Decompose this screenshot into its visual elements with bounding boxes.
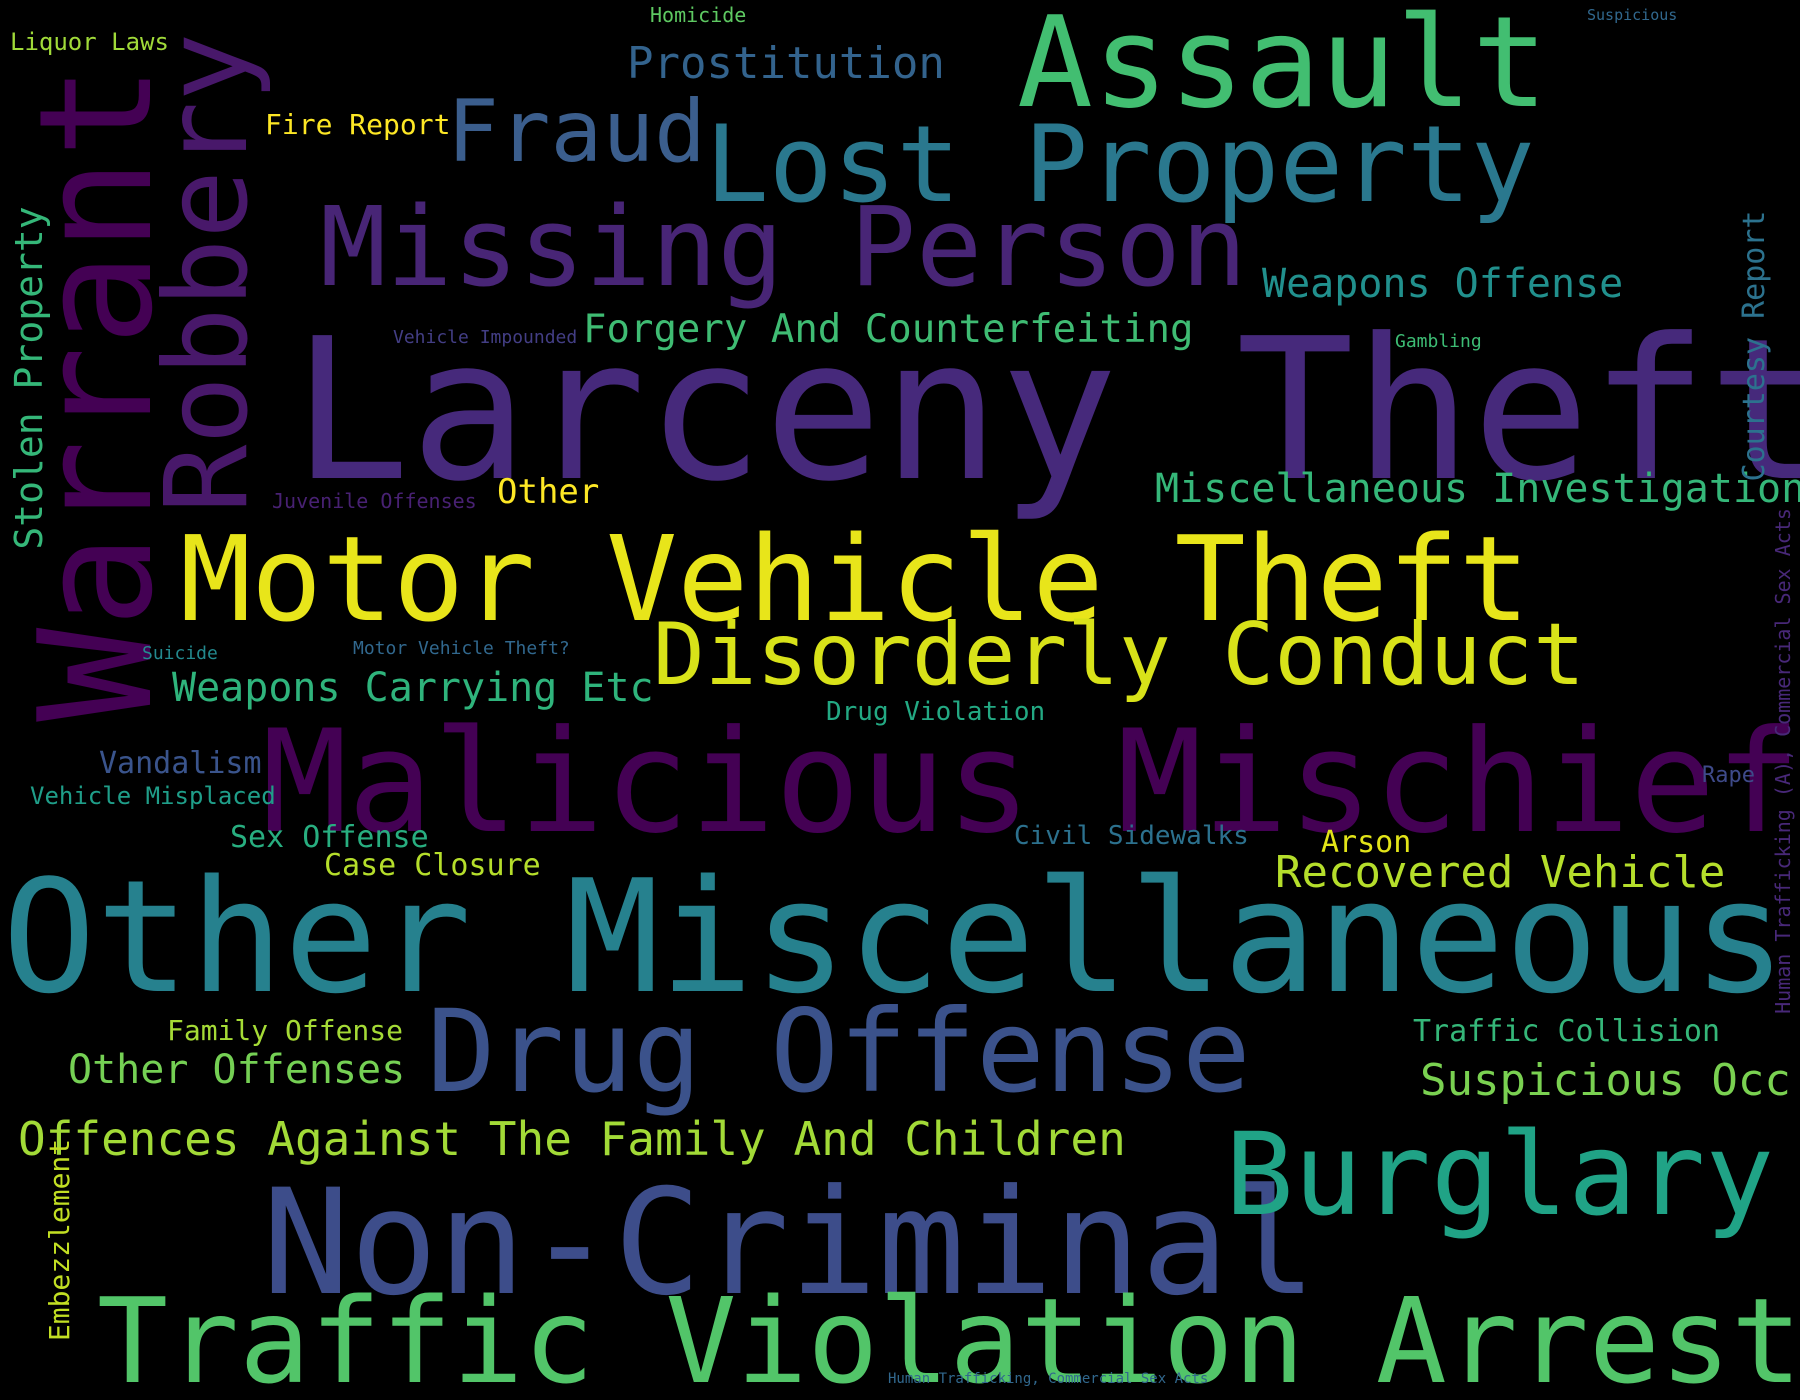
word-motor-vehicle-theft: Motor Vehicle Theft [180, 510, 1530, 648]
word-weapons-carrying-etc: Weapons Carrying Etc [172, 665, 654, 711]
word-missing-person: Missing Person [320, 183, 1248, 311]
word-other: Other [497, 472, 600, 512]
word-civil-sidewalks: Civil Sidewalks [1014, 821, 1249, 851]
word-vehicle-misplaced: Vehicle Misplaced [30, 782, 276, 810]
word-forgery-and-counterfeiting: Forgery And Counterfeiting [583, 307, 1194, 352]
word-homicide: Homicide [650, 3, 747, 27]
word-traffic-collision: Traffic Collision [1413, 1014, 1721, 1049]
word-arson: Arson [1321, 825, 1412, 860]
word-prostitution: Prostitution [627, 38, 945, 89]
word-lost-property: Lost Property [705, 103, 1535, 226]
word-non-criminal: Non-Criminal [262, 1158, 1317, 1328]
word-family-offense: Family Offense [167, 1014, 404, 1047]
word-malicious-mischief: Malicious Mischief [262, 700, 1800, 865]
word-juvenile-offenses: Juvenile Offenses [272, 489, 477, 513]
word-human-trafficking-commercial: Human Trafficking, Commercial Sex Acts [888, 1371, 1209, 1387]
word-traffic-violation-arrest: Traffic Violation Arrest [97, 1272, 1800, 1400]
word-vehicle-impounded: Vehicle Impounded [393, 327, 578, 348]
word-drug-violation: Drug Violation [826, 697, 1046, 727]
word-recovered-vehicle: Recovered Vehicle [1275, 847, 1726, 898]
word-human-trafficking-a: Human Trafficking (A), Commercial Sex Ac… [1771, 508, 1795, 1014]
word-disorderly-conduct: Disorderly Conduct [653, 605, 1585, 705]
word-courtesy-report: Courtesy Report [1737, 210, 1772, 482]
word-fraud: Fraud [447, 82, 706, 182]
word-suicide: Suicide [142, 643, 218, 664]
word-case-closure: Case Closure [324, 848, 541, 883]
word-offences-against-family: Offences Against The Family And Children [18, 1112, 1126, 1166]
word-other-miscellaneous: Other Miscellaneous [2, 846, 1787, 1028]
word-assault: Assault [1017, 0, 1549, 136]
word-stolen-property: Stolen Property [7, 206, 51, 550]
word-vandalism: Vandalism [99, 746, 262, 781]
word-embezzlement: Embezzlement [43, 1138, 76, 1342]
word-gambling: Gambling [1395, 331, 1482, 352]
word-sex-offense: Sex Offense [230, 820, 429, 855]
word-suspicious: Suspicious [1587, 6, 1678, 24]
word-fire-report: Fire Report [265, 108, 451, 141]
word-rape: Rape [1702, 763, 1755, 788]
word-liquor-laws: Liquor Laws [10, 28, 169, 56]
word-motor-vehicle-theft-q: Motor Vehicle Theft? [353, 638, 570, 659]
word-miscellaneous-investigation: Miscellaneous Investigation [1155, 466, 1800, 512]
word-burglary: Burglary [1225, 1108, 1775, 1241]
word-robbery: Robbery [140, 32, 273, 514]
word-drug-offense: Drug Offense [427, 985, 1251, 1118]
word-larceny-theft: Larceny Theft [292, 297, 1800, 525]
word-suspicious-occ: Suspicious Occ [1420, 1055, 1791, 1106]
word-weapons-offense: Weapons Offense [1262, 261, 1624, 307]
word-other-offenses: Other Offenses [68, 1047, 406, 1093]
